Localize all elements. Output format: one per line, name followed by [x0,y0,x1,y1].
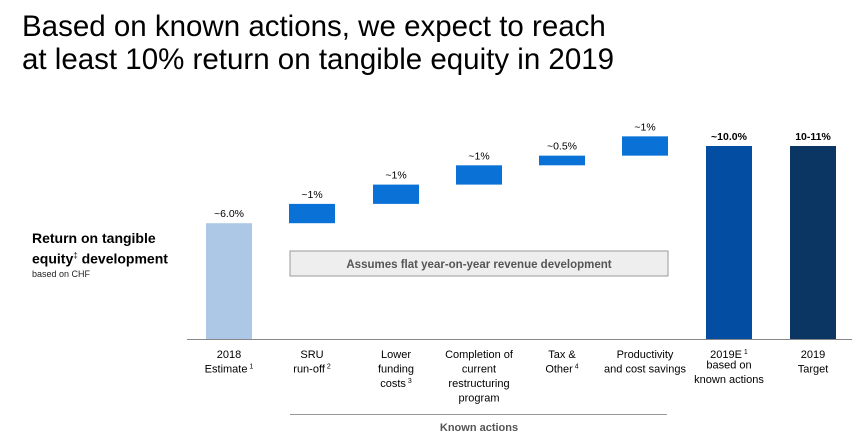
category-label-3-line-2: restructuring [448,378,509,390]
title-line-2: at least 10% return on tangible equity i… [22,43,615,76]
chart-title: Based on known actions, we expect to rea… [22,10,842,76]
category-footnote-1: 2 [325,364,331,371]
category-label-6-line-0: 2019E 1 [710,349,748,361]
category-label-7-line-0: 2019 [801,349,825,361]
category-label-5: Productivity and cost savings [604,349,686,376]
category-label-7: 2019 Target [798,349,829,376]
category-label-1-line-1: run-off 2 [293,364,331,376]
category-label-1-line-0: SRU [300,349,323,361]
category-label-3-line-0: Completion of [445,349,514,361]
category-footnote-0: 1 [247,364,253,371]
data-label-4: ~0.5% [547,141,577,153]
category-label-3: Completion of current restructuring program [445,349,514,405]
bar-0 [206,223,252,339]
category-label-6-line-2: known actions [694,374,764,386]
side-label-development: development [77,250,168,267]
category-label-4-line-1: Other 4 [545,364,578,376]
category-label-4: Tax & Other 4 [545,349,578,376]
data-label-0: ~6.0% [214,208,244,220]
category-label-7-line-1: Target [798,364,829,376]
known-actions-label: Known actions [440,422,518,434]
category-label-1: SRU run-off 2 [293,349,331,376]
bar-1 [289,203,335,224]
bar-2 [373,184,419,204]
category-footnote-2: 3 [406,378,412,385]
side-label-line-3: based on CHF [32,268,91,279]
category-label-2: Lower funding costs 3 [378,349,414,390]
data-label-6: ~10.0% [711,131,748,143]
data-label-3: ~1% [468,150,489,162]
data-label-2: ~1% [385,170,406,182]
category-label-5-line-0: Productivity [617,349,674,361]
category-footnote-6: 1 [742,349,748,356]
bar-6 [706,146,752,339]
category-label-2-line-2: costs 3 [380,378,412,390]
category-label-0-line-1: Estimate 1 [205,364,254,376]
category-label-2-line-1: funding [378,364,414,376]
banner-text: Assumes flat year-on-year revenue develo… [346,259,611,271]
title-line-1: Based on known actions, we expect to rea… [22,10,606,43]
data-label-7: 10-11% [795,131,831,143]
category-label-5-line-1: and cost savings [604,364,686,376]
bar-7 [790,146,836,339]
data-label-5: ~1% [634,121,655,133]
data-label-1: ~1% [301,189,322,201]
y-axis-description: Return on tangible equity‡ development b… [32,230,202,280]
bar-4 [539,155,585,166]
side-label-footnote-mark: ‡ [73,251,78,260]
category-label-3-line-3: program [459,393,500,405]
category-label-6-line-1: based on [706,360,751,372]
category-label-2-line-0: Lower [381,349,411,361]
category-footnote-4: 4 [573,364,579,371]
banner-box [289,250,669,277]
bar-5 [622,136,668,156]
side-label-line-2: equity‡ development [32,247,202,268]
side-label-line-1: Return on tangible [32,230,156,246]
category-label-6: 2019E 1 based on known actions [694,349,764,386]
category-label-0-line-0: 2018 [217,349,241,361]
category-label-4-line-0: Tax & [548,349,576,361]
side-label-equity: equity [32,250,74,267]
category-label-3-line-1: current [462,364,496,376]
bar-3 [456,165,502,185]
category-label-0: 2018 Estimate 1 [205,349,254,376]
